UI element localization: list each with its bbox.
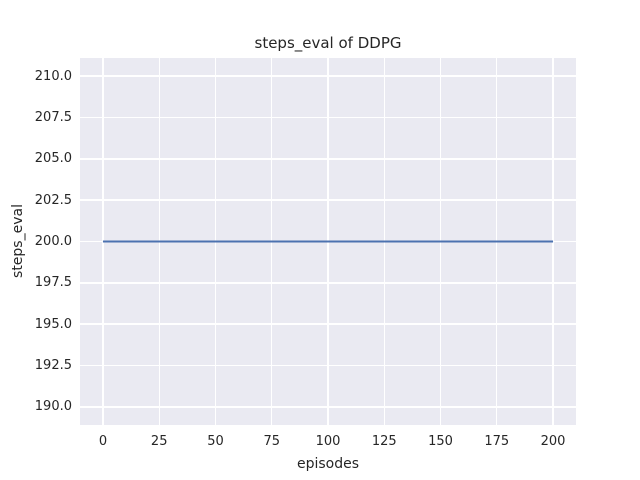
x-tick-label: 100 [315, 434, 341, 449]
x-tick-label: 125 [371, 434, 397, 449]
x-tick-label: 0 [98, 434, 108, 449]
x-tick-label: 75 [263, 434, 281, 449]
x-tick-label: 150 [428, 434, 453, 449]
x-tick-label: 25 [150, 434, 168, 449]
x-tick-label: 200 [540, 434, 566, 449]
plot-area [80, 58, 576, 425]
y-gridline [80, 116, 576, 119]
y-tick-label: 190.0 [34, 399, 72, 415]
y-tick-label: 205.0 [34, 151, 72, 167]
y-tick-label: 207.5 [34, 110, 72, 125]
y-gridline [80, 199, 576, 201]
y-gridline [80, 75, 576, 77]
y-tick-label: 192.5 [34, 357, 72, 373]
y-tick-label: 195.0 [34, 316, 72, 332]
y-tick-label: 200.0 [34, 234, 72, 249]
y-gridline [80, 364, 576, 367]
y-gridline [80, 406, 576, 408]
y-tick-label: 197.5 [34, 275, 72, 291]
y-gridline [80, 282, 576, 284]
y-gridline [80, 158, 576, 160]
series-layer [102, 240, 554, 243]
y-tick-label: 210.0 [34, 68, 72, 84]
x-tick-label: 50 [207, 434, 224, 449]
x-tick-label: 175 [484, 434, 510, 449]
x-axis-label: episodes [296, 456, 360, 472]
y-gridline [80, 323, 576, 325]
chart-title: steps_eval of DDPG [254, 34, 402, 52]
y-tick-label: 202.5 [34, 192, 72, 208]
